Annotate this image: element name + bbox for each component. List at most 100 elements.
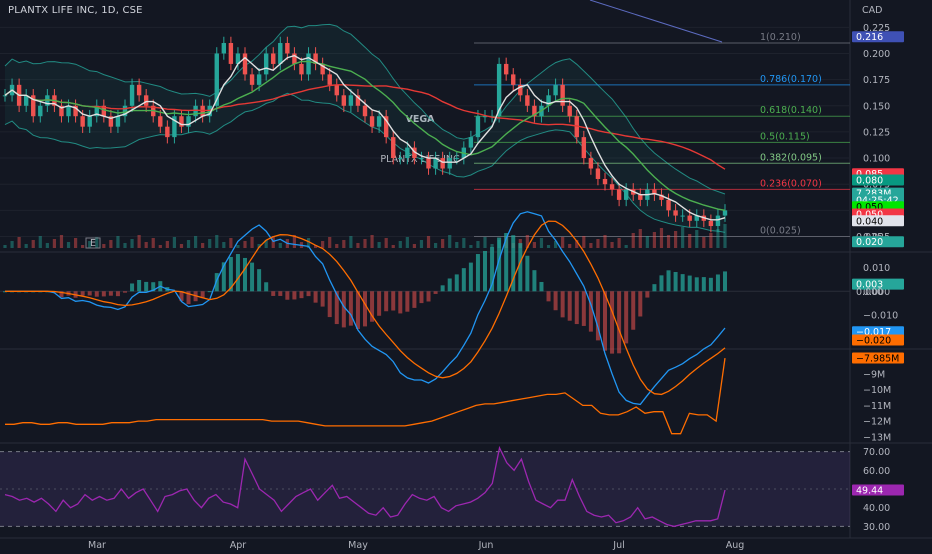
- time-tick-label: Aug: [726, 540, 745, 550]
- price-tick-label: 0.125: [863, 127, 890, 138]
- macd-histogram-bar: [278, 291, 283, 296]
- volume-bar: [688, 234, 692, 248]
- volume-bar: [342, 240, 346, 248]
- macd-histogram-bar: [384, 291, 389, 312]
- candle-body: [391, 137, 396, 159]
- fib-label-5: 0.236(0.070): [760, 178, 822, 189]
- ma-red-line: [4, 84, 726, 170]
- macd-histogram-bar: [440, 285, 445, 292]
- volume-bar: [659, 228, 664, 248]
- volume-bar: [250, 237, 254, 248]
- earnings-marker-box: [85, 237, 101, 249]
- volume-bar: [52, 239, 57, 248]
- candle-body: [186, 116, 191, 127]
- macd-histogram-bar: [200, 291, 205, 299]
- macd-histogram-bar: [348, 291, 353, 326]
- volume-bar: [455, 242, 459, 248]
- volume-bar: [109, 240, 113, 248]
- candle-body: [80, 116, 85, 127]
- volume-bar: [363, 239, 367, 248]
- macd-histogram-bar: [475, 254, 480, 292]
- volume-bar: [24, 244, 28, 248]
- volume-bar: [426, 236, 431, 248]
- macd-histogram-bar: [652, 284, 657, 292]
- volume-bar: [95, 237, 99, 248]
- price-tag: 0.080: [856, 176, 883, 187]
- macd-histogram-bar: [680, 274, 685, 292]
- candle-body: [348, 95, 354, 106]
- macd-histogram-bar: [363, 291, 367, 327]
- macd-histogram-bar: [370, 291, 375, 322]
- candle-body: [172, 116, 177, 138]
- candle-body: [136, 84, 142, 96]
- price-tag: 0.040: [856, 216, 883, 227]
- price-tag: 04:25:42: [856, 195, 899, 206]
- price-tag-bg: [852, 236, 904, 248]
- price-tick-label: 0.200: [863, 49, 890, 60]
- candle-body: [652, 189, 657, 195]
- price-tag: 7.283M: [856, 189, 891, 200]
- macd-histogram-bar: [87, 291, 92, 296]
- macd-histogram-bar: [715, 274, 720, 292]
- obv-tick-label: −12M: [863, 417, 891, 428]
- candle-body: [419, 158, 424, 160]
- candle-body: [115, 116, 121, 127]
- macd-histogram-bar: [115, 291, 120, 297]
- volume-bar: [165, 241, 169, 248]
- candle-body: [292, 53, 297, 64]
- candle-body: [271, 53, 276, 64]
- candle-body: [694, 215, 699, 221]
- candle-body: [680, 215, 685, 217]
- candle-body: [73, 105, 78, 117]
- candle-body: [383, 116, 389, 138]
- volume-bar: [589, 243, 593, 248]
- volume-bar: [553, 241, 558, 248]
- macd-histogram-bar: [553, 291, 558, 311]
- macd-histogram-bar: [186, 291, 191, 305]
- candle-body: [101, 105, 107, 117]
- candle-body: [355, 95, 361, 106]
- macd-histogram-bar: [539, 281, 544, 292]
- volume-bar: [45, 243, 49, 248]
- volume-bar: [31, 240, 35, 248]
- macd-histogram-bar: [603, 291, 607, 351]
- volume-bar: [102, 244, 106, 248]
- volume-bar: [617, 238, 621, 248]
- volume-bar: [412, 244, 417, 248]
- candle-body: [320, 63, 325, 75]
- macd-histogram-bar: [525, 255, 530, 292]
- watermark-name: PLANTX LIFE INC: [380, 154, 460, 165]
- volume-bar: [264, 240, 268, 248]
- candle-body: [638, 194, 643, 200]
- candle-body: [447, 158, 452, 169]
- candle-body: [687, 215, 692, 221]
- rsi-tick-label: 40.00: [863, 503, 890, 514]
- macd-histogram-bar: [588, 291, 593, 332]
- candle-body: [143, 95, 149, 106]
- obv-tick-label: −9M: [863, 370, 885, 381]
- volume-bar: [546, 245, 551, 248]
- candle-body: [376, 116, 382, 127]
- volume-bar: [59, 235, 64, 248]
- macd-histogram-bar: [433, 291, 438, 294]
- obv-tag-bg: [852, 352, 904, 364]
- volume-bar: [208, 239, 212, 248]
- volume-bar: [723, 224, 727, 248]
- volume-bar: [229, 238, 233, 248]
- volume-bar: [483, 237, 487, 248]
- candle-body: [313, 53, 318, 64]
- volume-bar: [638, 229, 642, 248]
- macd-histogram-bar: [426, 291, 431, 302]
- macd-histogram-bar: [567, 291, 572, 321]
- volume-bar: [666, 235, 671, 248]
- fib-label-3: 0.5(0.115): [760, 131, 810, 142]
- price-tag-bg: [852, 31, 904, 43]
- fib-label-0: 1(0.210): [760, 32, 801, 43]
- volume-bar: [582, 236, 586, 248]
- price-tag-bg: [852, 215, 904, 227]
- macd-histogram-bar: [574, 291, 579, 325]
- candle-body: [2, 95, 8, 97]
- candle-body: [263, 53, 269, 75]
